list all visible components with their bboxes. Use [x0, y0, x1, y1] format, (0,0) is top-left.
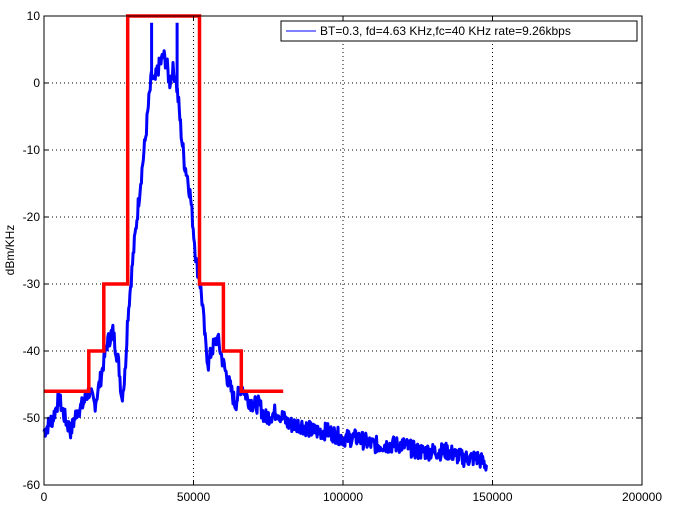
- legend-entry-label: BT=0.3, fd=4.63 KHz,fc=40 KHz rate=9.26k…: [320, 24, 571, 38]
- axis-ticks: 0 50000 100000 150000 200000 10 0 -10 -20 -30 -40 -…: [23, 9, 663, 504]
- series-line-red-mask: [44, 14, 284, 393]
- y-tick-label: -30: [23, 277, 41, 291]
- x-tick-label: 50000: [177, 490, 211, 504]
- x-tick-label: 150000: [472, 490, 512, 504]
- y-tick-label: -10: [23, 143, 41, 157]
- y-tick-label: -20: [23, 210, 41, 224]
- y-tick-label: 10: [27, 9, 41, 23]
- y-tick-label: -60: [23, 478, 41, 492]
- data-series: [42, 14, 488, 472]
- x-tick-label: 100000: [323, 490, 363, 504]
- legend: BT=0.3, fd=4.63 KHz,fc=40 KHz rate=9.26k…: [280, 20, 638, 42]
- series-line-blue: [42, 22, 488, 472]
- x-tick-label: 0: [41, 490, 48, 504]
- y-tick-label: 0: [33, 76, 40, 90]
- y-tick-label: -40: [23, 344, 41, 358]
- legend-box: [280, 20, 638, 42]
- y-axis-label: dBm/KHz: [3, 225, 17, 276]
- y-tick-label: -50: [23, 411, 41, 425]
- x-tick-label: 200000: [622, 490, 662, 504]
